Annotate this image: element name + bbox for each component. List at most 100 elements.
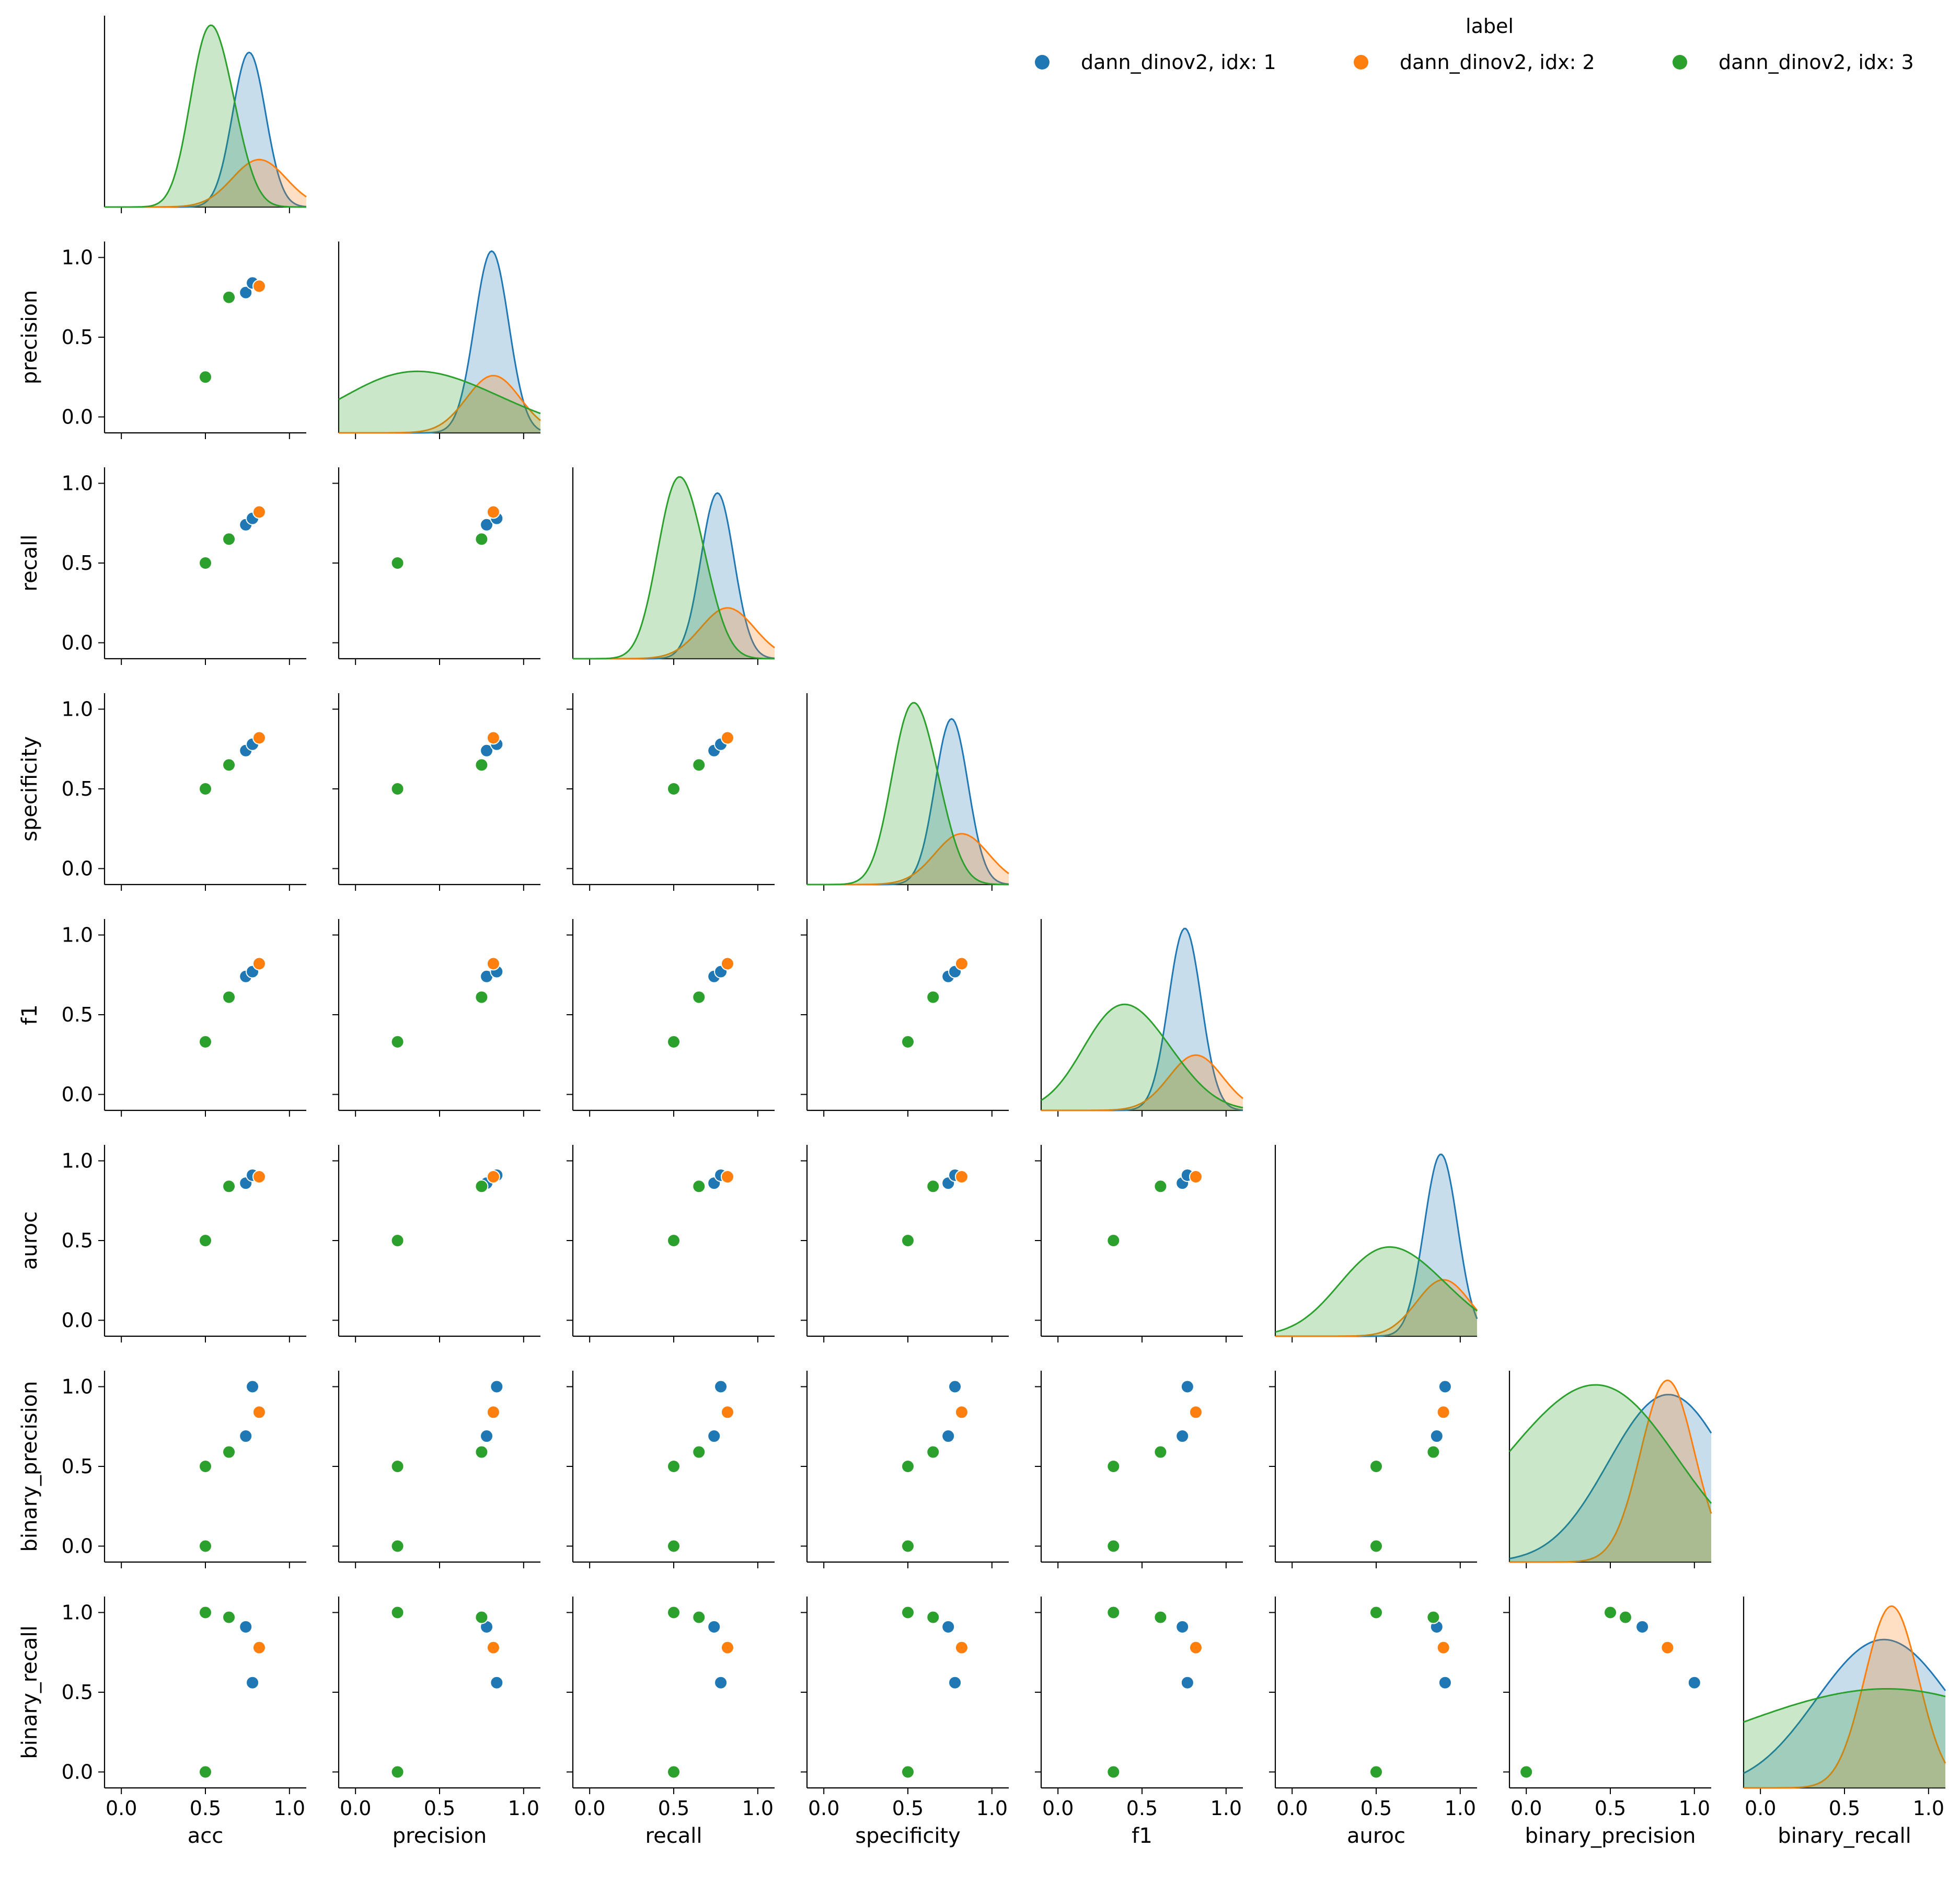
subplot-recall-vs-acc: 0.0 0.5 1.0 recall — [18, 467, 306, 665]
subplot-binary_precision-vs-acc: 0.0 0.5 1.0 binary_precision — [18, 1371, 306, 1568]
data-point — [1106, 1765, 1121, 1779]
y-axis-label: binary_recall — [18, 1625, 42, 1759]
data-point — [1106, 1605, 1121, 1620]
y-tick-label: 0.5 — [62, 1681, 93, 1704]
data-point — [1154, 1179, 1168, 1194]
kde-line — [1275, 1246, 1478, 1333]
y-axis-label: auroc — [18, 1211, 42, 1270]
data-point — [954, 1170, 969, 1184]
data-point — [954, 1640, 969, 1655]
data-point — [926, 1179, 940, 1194]
y-tick-label: 0.0 — [62, 406, 93, 429]
kde-fill — [1275, 1280, 1477, 1336]
subplot-binary_recall-vs-recall: 0.0 0.5 1.0 recall — [567, 1597, 775, 1848]
y-tick-label: 0.0 — [62, 1535, 93, 1558]
data-point — [199, 1765, 212, 1779]
data-point — [1189, 1170, 1203, 1184]
data-point — [901, 1035, 915, 1049]
data-point — [486, 1170, 500, 1184]
subplot-binary_precision-vs-recall — [567, 1371, 775, 1568]
subplot-auroc-vs-auroc — [1274, 1145, 1478, 1342]
kde-line — [1508, 1384, 1712, 1504]
x-tick-label: 0.5 — [1829, 1797, 1860, 1820]
x-tick-label: 0.5 — [1595, 1797, 1626, 1820]
data-point — [486, 957, 500, 971]
kde-fill — [573, 493, 775, 659]
subplot-specificity-vs-specificity — [806, 693, 1009, 891]
legend-marker-idx-3 — [1673, 55, 1687, 70]
data-point — [926, 1610, 940, 1624]
data-point — [490, 1676, 504, 1690]
y-tick-label: 0.5 — [62, 1003, 93, 1026]
data-point — [1661, 1640, 1675, 1655]
x-axis-label: specificity — [855, 1824, 961, 1848]
data-point — [1426, 1610, 1440, 1624]
x-tick-label: 0.0 — [1511, 1797, 1542, 1820]
data-point — [390, 556, 405, 570]
data-point — [901, 1539, 915, 1553]
x-tick-label: 0.5 — [1361, 1797, 1392, 1820]
kde-fill — [807, 703, 1009, 885]
data-point — [486, 1405, 500, 1419]
y-tick-label: 0.5 — [62, 1455, 93, 1478]
x-tick-label: 0.5 — [658, 1797, 689, 1820]
data-point — [692, 1179, 706, 1194]
data-point — [390, 1765, 405, 1779]
data-point — [222, 1445, 236, 1459]
x-tick-label: 1.0 — [1445, 1797, 1476, 1820]
kde-fill — [1744, 1639, 1945, 1788]
legend-label-idx-2: dann_dinov2, idx: 2 — [1400, 51, 1595, 74]
kde-fill — [1041, 928, 1243, 1110]
data-point — [252, 1170, 266, 1184]
data-point — [222, 532, 236, 546]
data-point — [486, 731, 500, 745]
kde-line — [1744, 1605, 1946, 1789]
data-point — [199, 370, 212, 384]
subplot-binary_precision-vs-precision — [332, 1371, 540, 1568]
data-point — [1106, 1460, 1121, 1473]
data-point — [222, 990, 236, 1004]
data-point — [252, 505, 266, 519]
subplot-binary_precision-vs-f1 — [1035, 1371, 1243, 1568]
y-tick-label: 0.5 — [62, 326, 93, 349]
data-point — [714, 1676, 728, 1690]
x-axis-label: acc — [188, 1824, 224, 1848]
data-point — [720, 1640, 734, 1655]
data-point — [1369, 1765, 1383, 1779]
data-point — [475, 758, 489, 772]
y-tick-label: 1.0 — [62, 698, 93, 721]
x-tick-label: 0.0 — [574, 1797, 605, 1820]
kde-fill — [573, 477, 775, 659]
data-point — [252, 1405, 266, 1419]
subplot-specificity-vs-acc: 0.0 0.5 1.0 specificity — [18, 693, 306, 891]
subplot-f1-vs-f1 — [1040, 919, 1243, 1117]
data-point — [720, 1170, 734, 1184]
data-point — [667, 1765, 681, 1779]
y-axis-label: f1 — [18, 1004, 42, 1025]
data-point — [486, 1640, 500, 1655]
kde-fill — [807, 719, 1009, 885]
data-point — [252, 731, 266, 745]
data-point — [941, 1429, 955, 1443]
subplot-binary_precision-vs-specificity — [801, 1371, 1009, 1568]
kde-fill — [105, 52, 306, 208]
subplot-binary_recall-vs-precision: 0.0 0.5 1.0 precision — [332, 1597, 540, 1848]
x-axis-label: precision — [393, 1824, 487, 1848]
data-point — [926, 1445, 940, 1459]
kde-fill — [1275, 1247, 1477, 1336]
data-point — [490, 1380, 504, 1394]
y-tick-label: 0.0 — [62, 1309, 93, 1332]
y-tick-label: 0.0 — [62, 632, 93, 655]
subplot-binary_recall-vs-auroc: 0.0 0.5 1.0 auroc — [1269, 1597, 1477, 1848]
kde-fill — [339, 251, 540, 433]
kde-line — [1509, 1394, 1712, 1559]
kde-fill — [1509, 1394, 1711, 1562]
data-point — [475, 1445, 489, 1459]
legend-marker-idx-2 — [1354, 55, 1368, 70]
kde-line — [1041, 1054, 1243, 1111]
subplot-f1-vs-specificity — [801, 919, 1009, 1117]
subplot-specificity-vs-precision — [332, 693, 540, 891]
subplot-f1-vs-recall — [567, 919, 775, 1117]
